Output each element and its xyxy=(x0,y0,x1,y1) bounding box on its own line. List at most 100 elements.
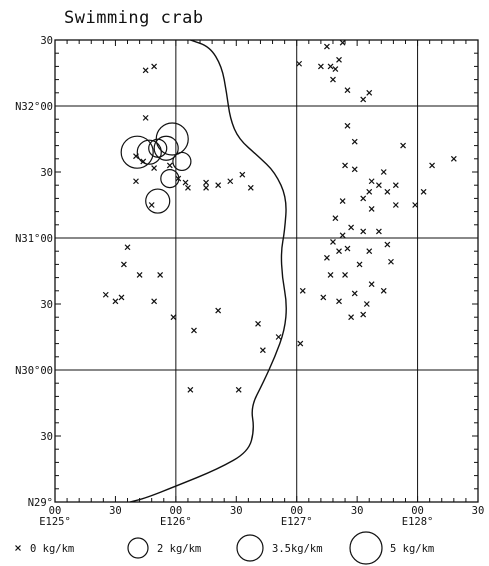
legend-circle-marker xyxy=(236,534,264,562)
zero-catch-marker xyxy=(363,301,370,307)
zero-catch-marker xyxy=(157,272,164,278)
zero-catch-marker xyxy=(324,43,330,50)
zero-catch-marker xyxy=(348,224,355,231)
zero-catch-marker xyxy=(450,155,457,162)
y-tick-label: 30 xyxy=(40,299,53,311)
zero-catch-marker xyxy=(166,162,173,169)
zero-catch-marker xyxy=(336,248,342,255)
zero-catch-marker xyxy=(351,138,358,145)
zero-catch-marker xyxy=(375,228,382,235)
zero-catch-marker xyxy=(336,298,342,305)
zero-catch-marker xyxy=(330,239,336,245)
zero-catch-marker xyxy=(120,261,127,268)
y-tick-label: N29° xyxy=(28,497,53,509)
zero-catch-marker xyxy=(360,228,367,235)
y-tick-label: N31°00 xyxy=(15,233,53,245)
x-tick-label: 00 xyxy=(411,505,424,517)
x-tick-label-degree: E127° xyxy=(281,516,313,528)
zero-catch-marker xyxy=(255,320,261,327)
zero-catch-marker xyxy=(392,182,399,189)
zero-catch-marker xyxy=(170,314,177,321)
zero-catch-marker xyxy=(339,39,346,46)
zero-catch-marker xyxy=(247,184,254,191)
x-tick-label-degree: E125° xyxy=(39,516,71,528)
zero-catch-marker xyxy=(324,254,330,261)
zero-catch-marker xyxy=(351,166,358,173)
zero-catch-marker xyxy=(148,202,155,208)
zero-catch-marker xyxy=(320,294,327,301)
zero-catch-marker xyxy=(124,244,131,251)
y-tick-label: 30 xyxy=(40,35,53,47)
zero-catch-marker xyxy=(102,291,109,298)
zero-catch-marker xyxy=(182,179,189,186)
zero-catch-marker xyxy=(380,169,387,175)
catch-circle-marker xyxy=(155,122,189,156)
zero-catch-marker xyxy=(118,294,125,301)
legend-layer: 0 kg/km 2 kg/km 3.5kg/km 5 kg/km xyxy=(15,531,434,565)
zero-catch-marker xyxy=(368,178,375,185)
zero-catch-marker xyxy=(185,184,191,191)
zero-catch-marker xyxy=(332,215,339,222)
zero-catch-marker xyxy=(392,202,399,208)
zero-catch-marker xyxy=(275,334,282,340)
catch-circle-marker xyxy=(136,139,162,165)
zero-catch-marker xyxy=(296,60,303,67)
zero-catch-marker xyxy=(112,298,119,305)
zero-catch-marker xyxy=(429,162,435,169)
zero-catch-marker xyxy=(339,198,346,204)
zero-catch-marker xyxy=(327,63,334,70)
zero-catch-marker xyxy=(259,347,266,354)
x-tick-label: 00 xyxy=(290,505,303,517)
zero-catch-marker xyxy=(142,67,149,74)
legend-x-marker xyxy=(15,545,21,551)
zero-catch-marker xyxy=(332,66,339,72)
zero-catch-marker xyxy=(151,63,158,70)
zero-catch-marker xyxy=(317,63,324,70)
zero-catch-marker xyxy=(133,178,139,185)
zero-catch-marker xyxy=(239,171,246,178)
y-tick-label: 30 xyxy=(40,167,53,179)
zero-catch-marker xyxy=(151,298,158,305)
x-tick-label: 00 xyxy=(49,505,62,517)
zero-catch-marker xyxy=(366,248,373,255)
zero-catch-marker xyxy=(215,307,222,314)
zero-catch-marker xyxy=(360,195,367,202)
legend-circle-marker xyxy=(127,537,149,559)
y-tick-label: N30°00 xyxy=(15,365,53,377)
zero-catch-marker xyxy=(368,206,375,212)
zero-catch-marker xyxy=(344,245,351,252)
zero-catch-marker xyxy=(356,261,363,268)
legend-label: 0 kg/km xyxy=(30,543,74,555)
zero-catch-marker xyxy=(339,232,346,239)
zero-catch-marker xyxy=(366,188,373,195)
zero-catch-marker xyxy=(187,386,194,393)
zero-catch-marker xyxy=(203,179,209,186)
boundary-line xyxy=(129,39,287,503)
zero-catch-marker xyxy=(297,340,304,347)
zero-catch-marker xyxy=(227,178,234,185)
zero-catch-marker xyxy=(344,87,351,94)
zero-catch-marker xyxy=(360,311,367,318)
zero-catch-marker xyxy=(366,89,373,96)
zero-catch-marker xyxy=(368,281,375,288)
zero-catch-marker xyxy=(384,188,391,195)
zero-catch-marker xyxy=(348,314,355,321)
coastline-layer xyxy=(129,39,287,503)
catch-circle-marker xyxy=(160,169,180,189)
plot-frame xyxy=(54,39,479,503)
zero-catch-marker xyxy=(412,202,419,208)
catch-circle-marker xyxy=(145,188,171,214)
zero-catch-marker xyxy=(342,272,348,278)
zero-catch-marker xyxy=(342,162,348,169)
zero-catch-marker xyxy=(235,386,242,393)
zero-catch-marker xyxy=(384,241,391,248)
catch-circle-marker xyxy=(148,138,168,158)
zero-catch-marker xyxy=(344,122,351,129)
zero-catch-marker xyxy=(420,188,427,195)
grid-layer xyxy=(54,39,479,503)
y-tick-label: 30 xyxy=(40,431,53,443)
x-tick-label: 30 xyxy=(351,505,364,517)
legend-label: 3.5kg/km xyxy=(272,543,323,555)
zero-catch-marker xyxy=(142,114,149,121)
